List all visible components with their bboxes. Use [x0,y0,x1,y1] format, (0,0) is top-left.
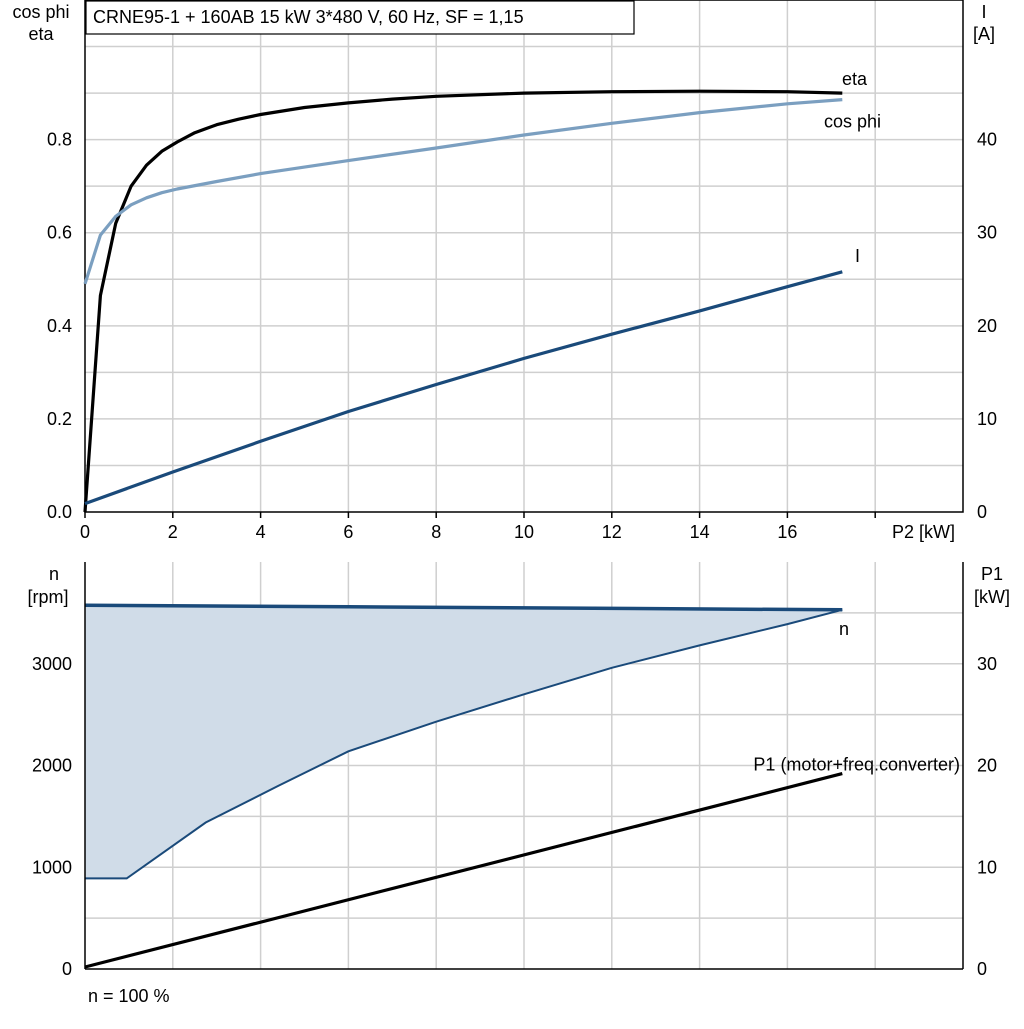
right-y-tick-label: 0 [977,502,987,522]
series-label-p1: P1 (motor+freq.converter) [753,755,960,775]
left-y-tick-label: 0.6 [47,223,72,243]
series-line-min-speed [85,608,843,880]
left-y-tick-label: 0.0 [47,502,72,522]
top-tick-labels: 0 2 4 6 8 10 12 14 16 0.0 0.2 0.4 0.6 0.8 0 10 20 30 40 [47,130,997,542]
series-line-p1 [84,772,843,969]
right-y-tick-label: 30 [977,654,997,674]
series-line-eta [83,89,843,513]
right-y-tick-label: 10 [977,857,997,877]
top-right-axis-label-2: [A] [973,24,995,44]
x-tick-label: 0 [80,522,90,542]
x-tick-label: 2 [168,522,178,542]
series-label-i: I [855,246,860,266]
series-label-eta: eta [842,69,868,89]
series-line-n [84,603,843,612]
bottom-right-axis-label-2: [kW] [974,587,1010,607]
speed-note: n = 100 % [88,986,170,1006]
x-tick-label: 4 [256,522,266,542]
right-y-tick-label: 0 [977,959,987,979]
chart-title-box [85,0,635,35]
speed-power-chart: nP1 (motor+freq.converter) 0100020003000… [27,562,1010,1006]
bottom-right-axis-label-1: P1 [981,564,1003,584]
series-label-n: n [839,619,849,639]
bottom-tick-labels: 0 1000 2000 3000 0 10 20 30 [32,654,997,979]
top-grid [85,0,963,512]
left-y-tick-label: 0.2 [47,409,72,429]
right-y-tick-label: 40 [977,130,997,150]
series-line-i [84,270,843,506]
right-y-tick-label: 30 [977,223,997,243]
series-line-cos-phi [83,98,843,285]
left-y-tick-label: 0.4 [47,316,72,336]
x-tick-label: 14 [690,522,710,542]
x-tick-label: 12 [602,522,622,542]
bottom-left-axis-label-2: [rpm] [27,587,68,607]
chart-title: CRNE95-1 + 160AB 15 kW 3*480 V, 60 Hz, S… [93,7,524,27]
left-y-tick-label: 0 [62,959,72,979]
left-y-tick-label: 2000 [32,756,72,776]
x-axis-label: P2 [kW] [892,522,955,542]
left-y-tick-label: 0.8 [47,130,72,150]
bottom-series-group: n P1 (motor+freq.converter) [84,603,960,969]
speed-range-area [85,605,843,879]
right-y-tick-label: 20 [977,316,997,336]
x-tick-label: 6 [343,522,353,542]
x-tick-label: 8 [431,522,441,542]
top-series-group: eta cos phi I [83,69,881,513]
top-left-axis-label-2: eta [28,24,54,44]
x-tick-label: 10 [514,522,534,542]
top-left-axis-label-1: cos phi [12,2,69,22]
left-y-tick-label: 1000 [32,857,72,877]
bottom-left-axis-label-1: n [49,564,59,584]
top-right-axis-label-1: I [981,2,986,22]
left-y-tick-label: 3000 [32,654,72,674]
right-y-tick-label: 20 [977,756,997,776]
series-label-cos-phi: cos phi [824,112,881,132]
x-tick-label: 16 [777,522,797,542]
right-y-tick-label: 10 [977,409,997,429]
